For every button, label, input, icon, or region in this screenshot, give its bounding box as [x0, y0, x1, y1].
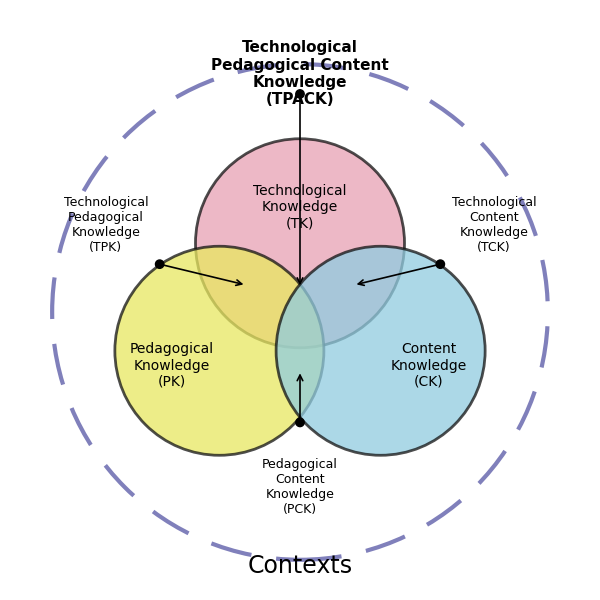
Circle shape: [115, 246, 324, 455]
Circle shape: [276, 246, 485, 455]
Text: Contexts: Contexts: [247, 554, 353, 578]
Text: Pedagogical
Knowledge
(PK): Pedagogical Knowledge (PK): [130, 343, 214, 389]
Text: Technological
Content
Knowledge
(TCK): Technological Content Knowledge (TCK): [452, 196, 536, 254]
Circle shape: [155, 260, 164, 268]
Circle shape: [436, 260, 445, 268]
Text: Content
Knowledge
(CK): Content Knowledge (CK): [390, 343, 467, 389]
Text: Technological
Knowledge
(TK): Technological Knowledge (TK): [253, 184, 347, 230]
Text: Pedagogical
Content
Knowledge
(PCK): Pedagogical Content Knowledge (PCK): [262, 458, 338, 516]
Circle shape: [196, 139, 404, 348]
Circle shape: [296, 418, 304, 427]
Text: Technological
Pedagogical Content
Knowledge
(TPACK): Technological Pedagogical Content Knowle…: [211, 40, 389, 107]
Text: Technological
Pedagogical
Knowledge
(TPK): Technological Pedagogical Knowledge (TPK…: [64, 196, 148, 254]
Circle shape: [296, 90, 304, 98]
